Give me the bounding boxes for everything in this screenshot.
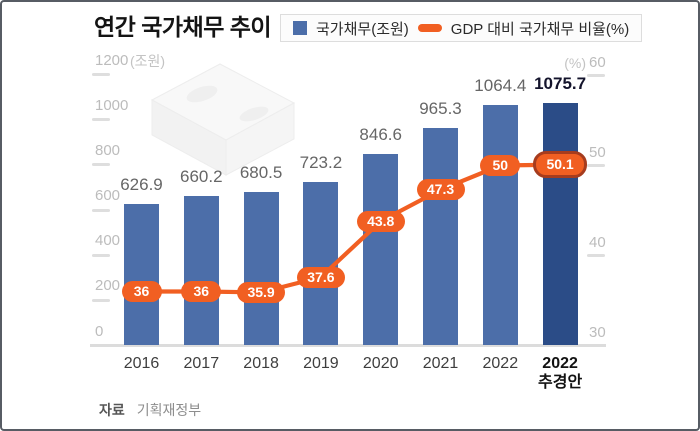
bar-value-label: 846.6 — [359, 125, 402, 145]
right-axis-tick-label: 40 — [589, 233, 606, 251]
left-axis-tick-label: 1000 — [95, 96, 129, 114]
bar-value-label: 1064.4 — [474, 76, 527, 96]
left-axis-tick-mark — [92, 298, 110, 302]
bar-2020 — [363, 154, 399, 346]
left-axis-tick-label: 800 — [95, 141, 121, 159]
line-value-pill: 36 — [181, 281, 222, 302]
chart-legend: 국가채무(조원) GDP 대비 국가채무 비율(%) — [280, 14, 643, 42]
bar-value-label: 965.3 — [419, 98, 462, 118]
left-axis-tick-label: 1200 — [95, 51, 129, 69]
source-value: 기획재정부 — [136, 402, 202, 418]
bar-2021 — [423, 127, 458, 346]
bar-series-swatch-icon — [293, 21, 307, 35]
line-value-pill: 47.3 — [416, 179, 465, 201]
legend-line-label: GDP 대비 국가채무 비율(%) — [450, 20, 630, 38]
left-axis-tick-mark — [92, 118, 110, 122]
x-axis-category-label: 2019 — [303, 355, 339, 372]
x-axis-category-label: 2020 — [362, 355, 399, 372]
left-axis-tick-label: 600 — [95, 187, 121, 204]
bar-2022-추경안 — [542, 102, 578, 346]
line-value-pill: 36 — [121, 281, 162, 302]
bar-2018 — [243, 191, 279, 346]
right-axis-tick-mark — [587, 74, 605, 77]
left-axis-unit-label: (조원) — [130, 52, 166, 69]
right-axis-tick-label: 60 — [589, 53, 606, 71]
bar-2019 — [303, 182, 339, 346]
line-series-swatch-icon — [417, 24, 442, 32]
left-axis-tick-label: 400 — [95, 232, 121, 250]
x-axis-category-label: 2018 — [243, 355, 279, 372]
left-axis-tick-label: 0 — [95, 322, 104, 340]
right-axis-tick-label: 50 — [589, 143, 606, 161]
bar-value-label: 723.2 — [299, 153, 343, 173]
x-axis-category-label: 2021 — [422, 355, 459, 372]
line-value-pill: 37.6 — [296, 266, 345, 288]
right-axis-tick-mark — [587, 254, 605, 257]
left-axis-tick-mark — [92, 253, 110, 257]
source-note: 자료 기획재정부 — [99, 400, 201, 420]
bar-2022 — [482, 105, 518, 346]
line-value-pill: 35.9 — [237, 281, 286, 303]
left-axis-tick-mark — [92, 73, 110, 76]
x-axis-category-label: 2022 — [482, 355, 519, 372]
bar-2016 — [124, 203, 159, 346]
right-axis-tick-mark — [587, 164, 605, 167]
line-value-pill: 50 — [480, 155, 521, 176]
x-axis-category-label: 2017 — [183, 355, 220, 372]
right-axis-tick-label: 30 — [589, 323, 606, 341]
page-title: 연간 국가채무 추이 — [94, 14, 272, 40]
legend-bar-label: 국가채무(조원) — [316, 20, 409, 38]
left-axis-tick-label: 200 — [95, 277, 121, 295]
line-value-pill: 43.8 — [356, 210, 405, 232]
x-axis-baseline — [90, 344, 606, 347]
source-label: 자료 — [99, 402, 125, 418]
line-value-pill: 50.1 — [533, 151, 588, 179]
left-axis-tick-mark — [92, 208, 110, 212]
bar-2017 — [183, 196, 219, 346]
x-axis-category-label: 2016 — [123, 355, 160, 372]
bar-value-label: 1075.7 — [534, 73, 587, 93]
right-axis-unit-label: (%) — [564, 54, 586, 71]
x-axis-category-label: 2022 추경안 — [538, 355, 583, 391]
left-axis-tick-mark — [92, 163, 110, 167]
